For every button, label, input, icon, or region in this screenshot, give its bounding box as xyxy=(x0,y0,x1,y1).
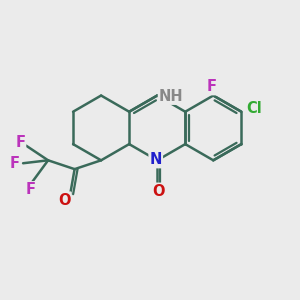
Text: F: F xyxy=(207,79,217,94)
Text: F: F xyxy=(15,135,25,150)
Text: F: F xyxy=(26,182,35,197)
Text: O: O xyxy=(58,193,70,208)
Text: F: F xyxy=(9,156,19,171)
Text: NH: NH xyxy=(159,89,184,104)
Text: O: O xyxy=(152,184,165,199)
Text: Cl: Cl xyxy=(247,101,262,116)
Text: N: N xyxy=(149,152,162,167)
